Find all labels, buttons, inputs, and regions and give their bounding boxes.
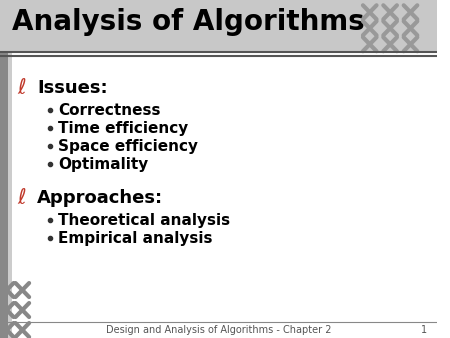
Text: Empirical analysis: Empirical analysis bbox=[58, 231, 213, 246]
Text: ℓ: ℓ bbox=[18, 78, 26, 98]
Text: Optimality: Optimality bbox=[58, 156, 148, 172]
Text: Space efficiency: Space efficiency bbox=[58, 139, 198, 154]
Text: Time efficiency: Time efficiency bbox=[58, 121, 189, 136]
Text: Analysis of Algorithms: Analysis of Algorithms bbox=[12, 8, 364, 36]
Text: 1: 1 bbox=[421, 325, 427, 335]
Bar bbox=[8, 52, 12, 338]
Text: Design and Analysis of Algorithms - Chapter 2: Design and Analysis of Algorithms - Chap… bbox=[106, 325, 331, 335]
Bar bbox=[0, 0, 436, 52]
Text: Approaches:: Approaches: bbox=[37, 189, 163, 207]
Bar bbox=[0, 52, 8, 338]
Text: Issues:: Issues: bbox=[37, 79, 108, 97]
Text: Theoretical analysis: Theoretical analysis bbox=[58, 213, 230, 227]
Text: Correctness: Correctness bbox=[58, 103, 161, 118]
Text: ℓ: ℓ bbox=[18, 188, 26, 208]
